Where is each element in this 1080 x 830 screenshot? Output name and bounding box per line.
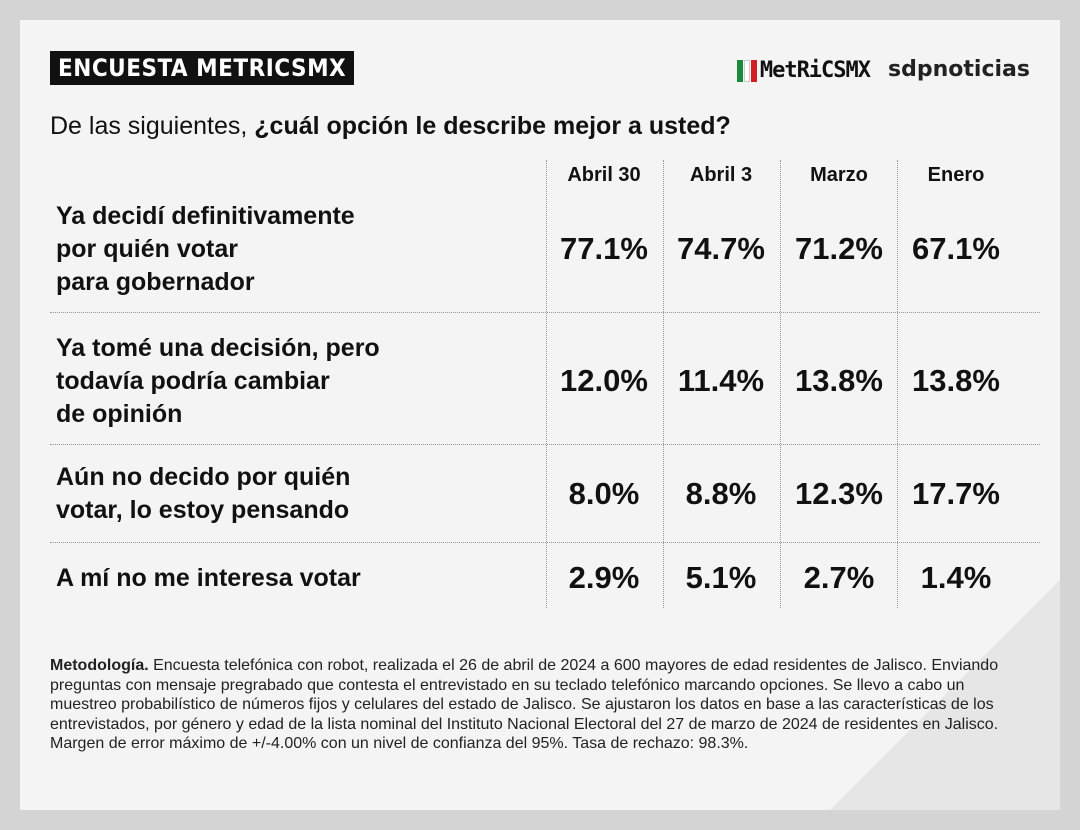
- row-value: 2.9%: [568, 560, 640, 595]
- row-label: A mí no me interesa votar: [56, 562, 361, 595]
- logos: MetRiCSMX sdpnoticias: [736, 44, 1030, 94]
- survey-title: ENCUESTA METRICSMX: [50, 51, 355, 85]
- row-value: 8.8%: [685, 476, 757, 511]
- row-label-line: de opinión: [56, 399, 183, 428]
- row-label-line: votar, lo estoy pensando: [56, 496, 350, 524]
- column-header: Marzo: [810, 164, 868, 186]
- row-value: 11.4%: [677, 363, 765, 398]
- row-label: Ya decidí definitivamente por quién votar…: [56, 200, 355, 299]
- row-divider: [50, 312, 1040, 313]
- column-divider: [897, 160, 898, 608]
- row-value: 12.3%: [795, 476, 883, 511]
- sdpnoticias-logo: sdpnoticias: [888, 56, 1030, 82]
- row-value: 71.2%: [795, 231, 883, 266]
- row-value: 2.7%: [803, 560, 875, 595]
- column-divider: [780, 160, 781, 608]
- row-value: 1.4%: [920, 560, 992, 595]
- row-label-line: A mí no me interesa votar: [56, 563, 361, 592]
- row-divider: [50, 444, 1040, 445]
- column-divider: [546, 160, 547, 608]
- column-header: Abril 30: [567, 164, 641, 186]
- metricsmx-logo-text: MetRiCSMX: [759, 58, 871, 83]
- metricsmx-logo: MetRiCSMX: [736, 56, 871, 83]
- question-lead: De las siguientes,: [50, 112, 255, 140]
- question-text: De las siguientes, ¿cuál opción le descr…: [50, 112, 731, 141]
- methodology-note: Metodología. Encuesta telefónica con rob…: [50, 656, 1015, 754]
- row-value: 17.7%: [912, 476, 1000, 511]
- row-value: 5.1%: [685, 560, 757, 595]
- column-headers: Abril 30 Abril 3 Marzo Enero: [20, 164, 1060, 188]
- row-label-line: Aún no decido por quién: [56, 463, 351, 491]
- row-label-line: para gobernador: [56, 267, 255, 296]
- row-label-line: Ya tomé una decisión, pero: [56, 333, 380, 362]
- row-value: 12.0%: [560, 363, 648, 398]
- column-header: Enero: [927, 164, 985, 186]
- row-label: Aún no decido por quién votar, lo estoy p…: [56, 461, 350, 527]
- row-label-line: Ya decidí definitivamente: [56, 201, 355, 230]
- methodology-text: Encuesta telefónica con robot, realizada…: [50, 657, 999, 752]
- row-label: Ya tomé una decisión, pero todavía podría…: [56, 332, 380, 431]
- column-divider: [663, 160, 664, 608]
- row-value: 77.1%: [560, 231, 648, 266]
- row-value: 13.8%: [795, 363, 883, 398]
- methodology-label: Metodología.: [50, 657, 149, 674]
- row-value: 13.8%: [912, 363, 1000, 398]
- decorative-corner: [830, 580, 1060, 810]
- row-value: 74.7%: [677, 231, 765, 266]
- column-header: Abril 3: [689, 164, 753, 186]
- row-label-line: por quién votar: [56, 234, 238, 263]
- row-label-line: todavía podría cambiar: [56, 366, 330, 395]
- row-value: 8.0%: [568, 476, 640, 511]
- mexico-flag-icon: [736, 56, 758, 82]
- poll-card: ENCUESTA METRICSMX MetRiCSMX sdpnoticias…: [20, 20, 1060, 810]
- row-value: 67.1%: [912, 231, 1000, 266]
- question-bold: ¿cuál opción le describe mejor a usted?: [254, 112, 731, 140]
- row-divider: [50, 542, 1040, 543]
